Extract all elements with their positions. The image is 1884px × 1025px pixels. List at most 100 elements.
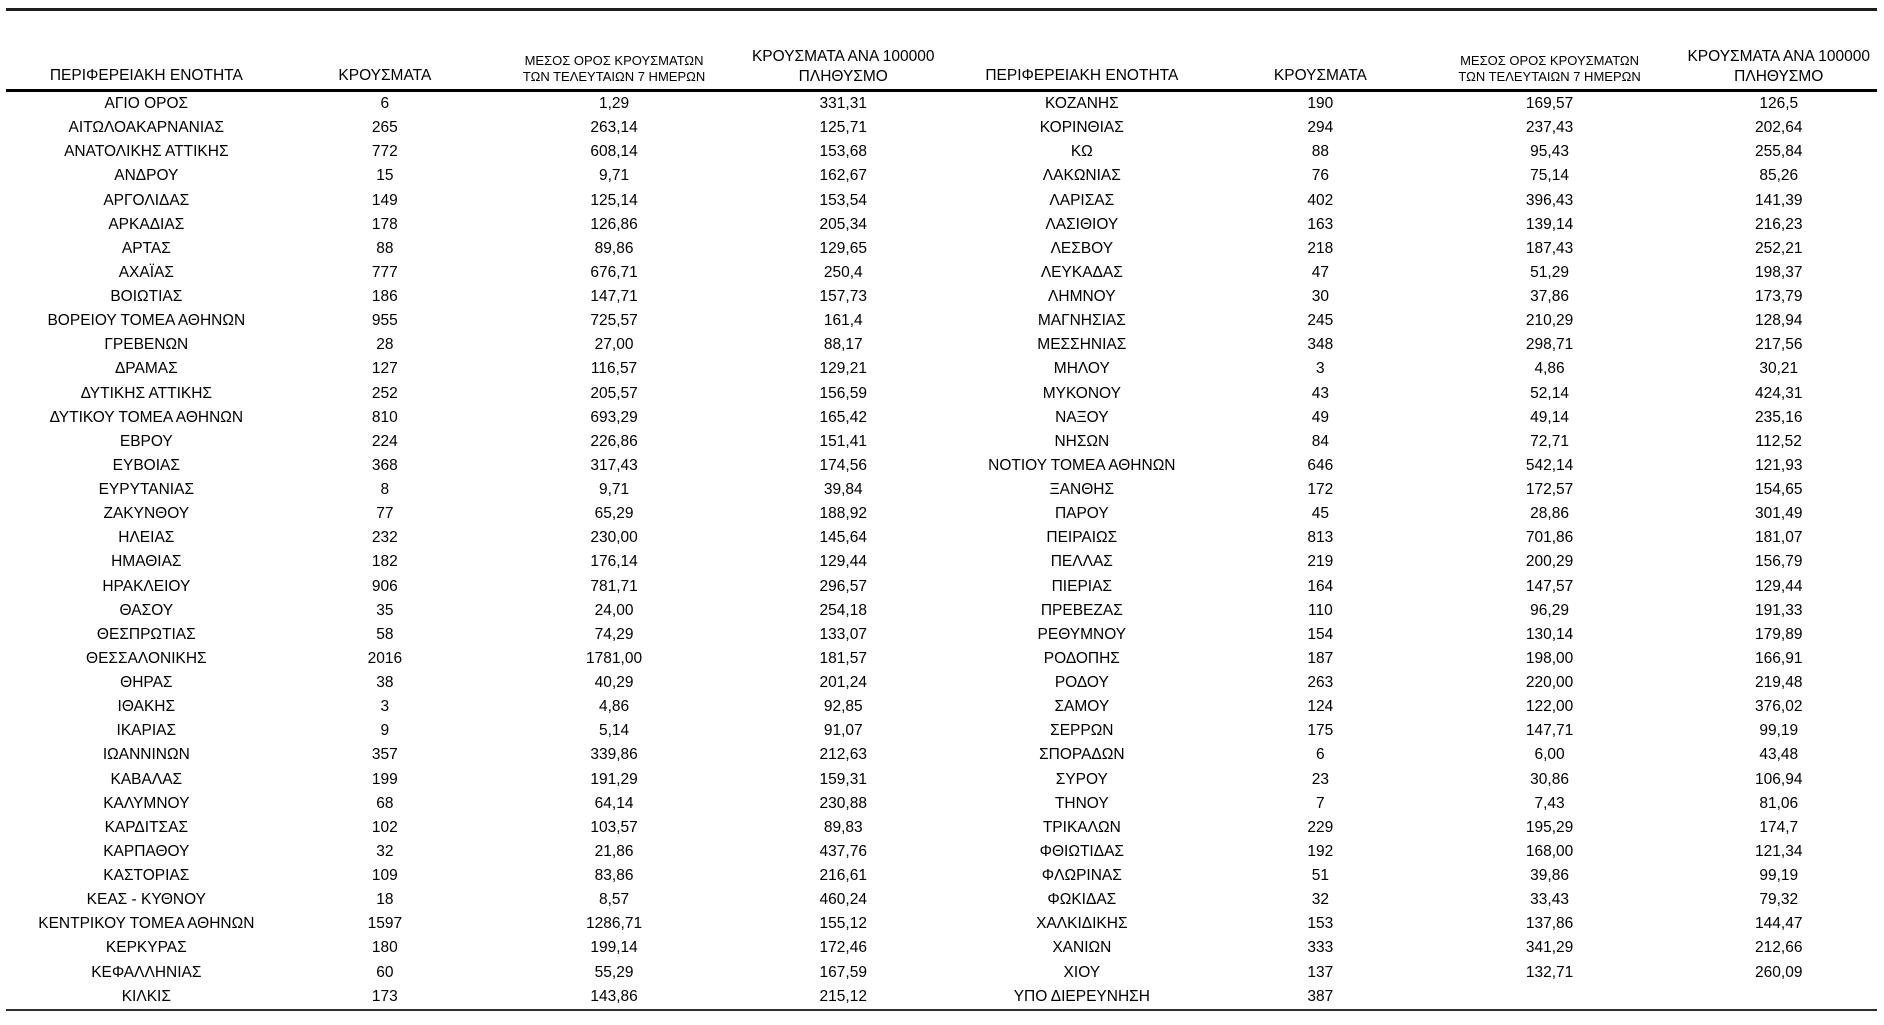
per100k-cell: 161,4: [823, 312, 863, 330]
avg7-cell: 147,57: [1525, 577, 1574, 595]
cases-cell: 294: [1307, 119, 1334, 137]
per100k-cell: 144,47: [1755, 915, 1803, 933]
header-per100k: ΚΡΟΥΣΜΑΤΑ ΑΝΑ 100000 ΠΛΗΘΥΣΜΟ: [1681, 11, 1877, 89]
per100k-cell: 215,12: [819, 987, 867, 1005]
per100k-cell: 153,68: [819, 143, 867, 161]
region-cell: ΜΕΣΣΗΝΙΑΣ: [1037, 336, 1127, 354]
cases-cell: 149: [371, 191, 398, 209]
cases-cell: 109: [371, 867, 398, 884]
per100k-cell: 156,59: [819, 384, 867, 402]
region-cell: ΛΑΚΩΝΙΑΣ: [1042, 167, 1121, 185]
avg7-cell: 176,14: [590, 553, 638, 571]
cases-cell: 137: [1307, 963, 1334, 981]
header-cases-label: ΚΡΟΥΣΜΑΤΑ: [1273, 67, 1367, 85]
region-cell: ΧΑΝΙΩΝ: [1052, 939, 1112, 957]
header-region-label: ΠΕΡΙΦΕΡΕΙΑΚΗ ΕΝΟΤΗΤΑ: [985, 67, 1179, 85]
region-cell: ΝΗΣΩΝ: [1054, 432, 1110, 450]
per100k-cell: 181,07: [1755, 529, 1803, 547]
avg7-cell: 4,86: [598, 698, 630, 716]
avg7-cell: 339,86: [590, 746, 638, 764]
region-cell: ΦΛΩΡΙΝΑΣ: [1041, 867, 1122, 884]
per100k-cell: 125,71: [819, 119, 867, 137]
avg7-cell: 64,14: [594, 794, 634, 812]
cases-cell: 813: [1307, 529, 1334, 547]
per100k-cell: 121,34: [1755, 842, 1803, 860]
cases-cell: 43: [1311, 384, 1329, 402]
cases-cell: 175: [1307, 722, 1334, 740]
avg7-cell: 33,43: [1530, 891, 1569, 909]
cases-cell: 15: [376, 167, 394, 185]
cases-cell: 199: [371, 770, 398, 788]
region-cell: ΞΑΝΘΗΣ: [1049, 481, 1115, 498]
per100k-cell: 301,49: [1755, 505, 1803, 523]
cases-cell: 68: [376, 794, 394, 812]
region-cell: ΗΡΑΚΛΕΙΟΥ: [102, 577, 191, 595]
region-cell: ΜΑΓΝΗΣΙΑΣ: [1037, 312, 1126, 330]
region-cell: ΚΑΣΤΟΡΙΑΣ: [103, 867, 190, 884]
per100k-cell: 235,16: [1755, 408, 1803, 426]
cases-cell: 357: [371, 746, 398, 764]
avg7-cell: 27,00: [594, 336, 634, 354]
cases-cell: 252: [371, 384, 398, 402]
region-cell: ΠΙΕΡΙΑΣ: [1051, 577, 1113, 595]
avg7-cell: 137,86: [1525, 915, 1574, 933]
region-cell: ΙΚΑΡΙΑΣ: [116, 722, 177, 740]
avg7-cell: 122,00: [1525, 698, 1574, 716]
region-cell: ΚΕΦΑΛΛΗΝΙΑΣ: [91, 963, 202, 981]
region-cell: ΜΗΛΟΥ: [1053, 360, 1110, 378]
avg7-cell: 317,43: [590, 456, 638, 474]
region-cell: ΑΓΙΟ ΟΡΟΣ: [104, 95, 189, 112]
cases-cell: 32: [376, 842, 394, 860]
avg7-cell: 143,86: [590, 987, 638, 1005]
per100k-cell: 165,42: [819, 408, 867, 426]
region-cell: ΠΕΙΡΑΙΩΣ: [1046, 529, 1118, 547]
per100k-cell: 79,32: [1759, 891, 1799, 909]
per100k-cell: 212,63: [819, 746, 867, 764]
region-cell: ΑΝΔΡΟΥ: [114, 167, 179, 185]
region-cell: ΦΩΚΙΔΑΣ: [1047, 891, 1117, 909]
header-cases: ΚΡΟΥΣΜΑΤΑ: [287, 11, 483, 89]
avg7-cell: 200,29: [1525, 553, 1574, 571]
header-avg7: ΜΕΣΟΣ ΟΡΟΣ ΚΡΟΥΣΜΑΤΩΝ ΤΩΝ ΤΕΛΕΥΤΑΙΩΝ 7 Η…: [483, 11, 745, 89]
per100k-cell: 437,76: [819, 842, 867, 860]
avg7-cell: 226,86: [590, 432, 638, 450]
avg7-cell: 7,43: [1534, 794, 1565, 812]
avg7-cell: 125,14: [590, 191, 638, 209]
cases-cell: 102: [371, 818, 398, 836]
region-cell: ΗΛΕΙΑΣ: [118, 529, 175, 547]
cases-cell: 387: [1307, 987, 1334, 1005]
per100k-cell: 92,85: [823, 698, 863, 716]
per100k-cell: 91,07: [823, 722, 863, 740]
per100k-cell: 156,79: [1755, 553, 1803, 571]
avg7-cell: 147,71: [590, 288, 638, 305]
avg7-cell: 1286,71: [586, 915, 643, 933]
avg7-cell: 1781,00: [586, 649, 643, 667]
avg7-cell: 210,29: [1525, 312, 1574, 330]
region-cell: ΚΑΡΠΑΘΟΥ: [103, 842, 190, 860]
avg7-cell: 169,57: [1525, 95, 1574, 112]
avg7-cell: 103,57: [590, 818, 638, 836]
avg7-cell: 187,43: [1525, 239, 1574, 257]
region-cell: ΚΕΝΤΡΙΚΟΥ ΤΟΜΕΑ ΑΘΗΝΩΝ: [38, 915, 255, 933]
avg7-cell: 96,29: [1530, 601, 1569, 619]
per100k-cell: 155,12: [819, 915, 867, 933]
top-border-rule: [6, 8, 1877, 11]
left-table-rows: ΑΓΙΟ ΟΡΟΣ 6 1,29 331,31 ΑΙΤΩΛΟΑΚΑΡΝΑΝΙΑΣ 265 2…: [6, 92, 942, 1009]
avg7-cell: 37,86: [1530, 288, 1569, 305]
header-region-label: ΠΕΡΙΦΕΡΕΙΑΚΗ ΕΝΟΤΗΤΑ: [49, 67, 243, 85]
per100k-cell: 173,79: [1755, 288, 1803, 305]
cases-cell: 84: [1311, 432, 1329, 450]
per100k-cell: 129,21: [819, 360, 867, 378]
cases-cell: 127: [371, 360, 398, 378]
region-cell: ΔΥΤΙΚΟΥ ΤΟΜΕΑ ΑΘΗΝΩΝ: [49, 408, 244, 426]
per100k-cell: 230,88: [819, 794, 867, 812]
header-per100k: ΚΡΟΥΣΜΑΤΑ ΑΝΑ 100000 ΠΛΗΘΥΣΜΟ: [745, 11, 941, 89]
cases-cell: 6: [380, 95, 390, 112]
cases-cell: 218: [1307, 239, 1334, 257]
avg7-cell: 230,00: [590, 529, 638, 547]
avg7-cell: 298,71: [1525, 336, 1574, 354]
region-cell: ΔΥΤΙΚΗΣ ΑΤΤΙΚΗΣ: [80, 384, 213, 402]
region-cell: ΦΘΙΩΤΙΔΑΣ: [1039, 842, 1124, 860]
avg7-cell: 263,14: [590, 119, 638, 137]
cases-cell: 110: [1308, 601, 1333, 619]
